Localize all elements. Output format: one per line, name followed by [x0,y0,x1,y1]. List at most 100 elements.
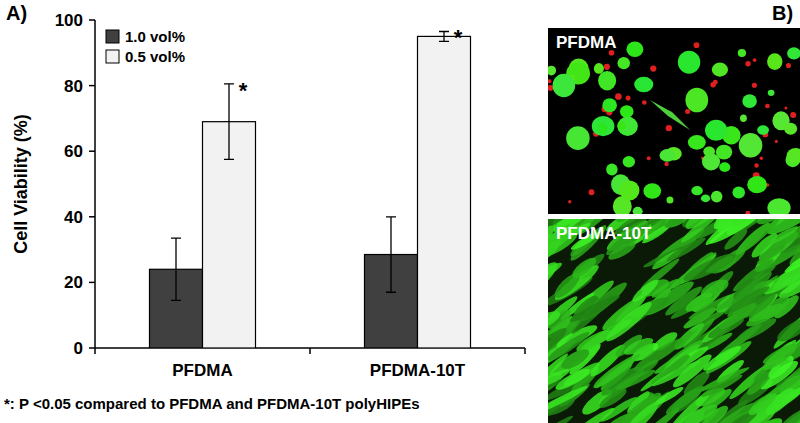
dead-cell [548,85,553,91]
live-cell [591,351,641,391]
live-cell [678,51,700,74]
dead-cell [765,104,770,109]
y-tick [89,85,95,87]
live-cell [787,47,800,59]
dead-cell [604,64,610,70]
live-cell [617,117,638,136]
dead-cell [784,107,787,110]
live-cell [666,197,673,204]
live-cell [633,207,643,214]
live-cell [553,74,576,97]
dead-cell [752,83,757,88]
dead-cell [650,65,656,71]
x-tick [309,348,311,354]
bar [418,36,471,348]
footnote: *: P <0.05 compared to PFDMA and PFDMA-1… [4,395,420,412]
live-cell [739,133,763,157]
live-cell [634,77,653,93]
y-tick [89,216,95,218]
live-cell [747,176,767,193]
live-cell [768,90,775,96]
live-cell [630,277,661,305]
dead-cell [786,63,791,68]
live-cell [553,365,592,393]
live-cell [663,283,705,319]
live-cell [643,183,661,199]
dead-cell [548,79,551,83]
dead-cell [713,80,718,85]
live-cell [619,180,639,200]
bars [150,31,471,348]
live-cell [651,358,702,389]
live-cell [665,235,708,264]
live-cell [598,123,608,133]
live-cell [573,405,616,423]
panel-label: B) [772,2,793,24]
dead-cell [642,100,647,105]
y-tick-label: 80 [64,77,83,96]
figure: A)020406080100Cell Viability (%)PFDMAPFD… [0,0,800,423]
legend-swatch [106,50,119,63]
micrograph [548,219,800,423]
live-cell [711,191,723,203]
dead-cell [754,163,758,167]
live-cell [688,135,706,150]
live-cell [738,49,746,57]
live-cell [681,249,738,285]
live-cell [620,105,634,118]
x-tick [94,348,96,354]
error-bar [386,217,396,292]
legend-label: 0.5 vol% [125,48,185,65]
micrograph-label: PFDMA-10T [556,224,652,243]
dead-cell [753,58,757,62]
y-tick-label: 40 [64,208,83,227]
live-cell [722,283,771,317]
y-tick-label: 20 [64,273,83,292]
live-cell [650,100,690,130]
dead-cell [626,96,631,101]
live-cell [746,390,780,418]
live-cell [548,66,556,76]
legend-swatch [106,30,119,43]
live-cell [716,145,732,160]
live-cell [787,148,800,163]
y-tick-label: 60 [64,142,83,161]
live-cell [691,186,703,195]
live-cell [767,198,790,214]
panel-label: A) [6,2,27,24]
live-cell [548,307,563,336]
significance-mark: * [454,25,463,50]
live-cell [602,98,617,112]
y-tick-label: 0 [74,339,83,358]
y-axis-line [94,20,96,348]
live-cell [757,125,769,135]
live-cell [679,406,708,423]
live-cell [703,147,715,157]
live-cell [592,116,615,136]
live-cell [660,149,676,162]
live-cell [685,88,708,113]
live-cell [620,399,662,423]
legend-label: 1.0 vol% [125,28,185,45]
micrograph-background [548,219,800,423]
dead-cell [615,93,622,100]
micrograph-background [548,28,800,214]
live-cell [548,383,589,416]
y-tick [89,19,95,21]
error-bar [224,84,234,159]
live-cell [784,123,797,135]
live-cell [622,335,656,358]
x-tick [524,348,526,354]
dead-cell [760,157,763,160]
y-axis-label: Cell Viability (%) [11,114,31,254]
live-cell [701,195,710,203]
live-cell [626,42,643,58]
live-cell [740,115,747,122]
live-cell [548,413,575,423]
live-cell [767,224,800,247]
live-cell [594,63,604,74]
live-cell [783,243,800,275]
live-cell [617,121,625,130]
live-cell [767,53,782,70]
micrograph-label: PFDMA [556,33,616,52]
